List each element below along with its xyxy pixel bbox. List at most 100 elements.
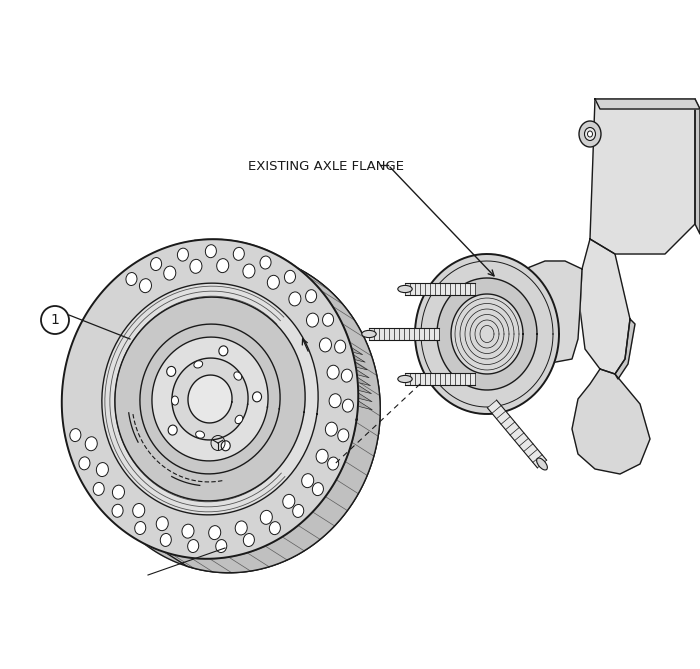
Polygon shape: [349, 372, 370, 385]
Ellipse shape: [113, 485, 125, 499]
Polygon shape: [405, 373, 475, 385]
Ellipse shape: [160, 533, 172, 547]
Ellipse shape: [244, 534, 254, 547]
Ellipse shape: [234, 372, 241, 380]
Ellipse shape: [342, 369, 352, 382]
Ellipse shape: [235, 521, 247, 535]
Polygon shape: [343, 348, 365, 362]
Ellipse shape: [194, 361, 203, 368]
Polygon shape: [350, 388, 372, 401]
Ellipse shape: [156, 516, 168, 531]
Ellipse shape: [70, 429, 81, 442]
Ellipse shape: [587, 131, 592, 137]
Ellipse shape: [168, 425, 177, 435]
Polygon shape: [615, 319, 635, 379]
Polygon shape: [590, 99, 695, 254]
Ellipse shape: [327, 365, 339, 379]
Ellipse shape: [306, 290, 316, 302]
Ellipse shape: [172, 396, 178, 405]
Polygon shape: [580, 239, 630, 374]
Ellipse shape: [537, 458, 547, 470]
Ellipse shape: [177, 248, 188, 261]
Ellipse shape: [260, 510, 272, 524]
Ellipse shape: [253, 392, 262, 402]
Ellipse shape: [133, 504, 145, 517]
Ellipse shape: [270, 522, 281, 535]
Ellipse shape: [260, 256, 271, 269]
Ellipse shape: [584, 128, 596, 140]
Ellipse shape: [302, 474, 314, 488]
Polygon shape: [84, 254, 380, 573]
Ellipse shape: [112, 504, 123, 517]
Ellipse shape: [284, 270, 295, 283]
Text: EXISTING AXLE FLANGE: EXISTING AXLE FLANGE: [248, 160, 404, 173]
Ellipse shape: [221, 441, 230, 451]
Circle shape: [41, 306, 69, 334]
Ellipse shape: [167, 367, 176, 377]
Polygon shape: [172, 358, 248, 440]
Ellipse shape: [398, 375, 412, 383]
Ellipse shape: [134, 522, 146, 535]
Ellipse shape: [362, 330, 376, 338]
Ellipse shape: [316, 450, 328, 463]
Polygon shape: [102, 283, 318, 515]
Polygon shape: [152, 337, 268, 461]
Ellipse shape: [216, 540, 227, 553]
Polygon shape: [405, 283, 475, 295]
Ellipse shape: [233, 248, 244, 260]
Ellipse shape: [326, 422, 337, 436]
Ellipse shape: [312, 482, 323, 496]
Ellipse shape: [188, 540, 199, 553]
Polygon shape: [369, 328, 439, 340]
Polygon shape: [347, 364, 369, 378]
Ellipse shape: [579, 121, 601, 147]
Ellipse shape: [219, 346, 228, 356]
Polygon shape: [415, 254, 559, 414]
Ellipse shape: [329, 394, 341, 407]
Text: 1: 1: [50, 313, 60, 327]
Ellipse shape: [182, 524, 194, 538]
Ellipse shape: [190, 260, 202, 274]
Ellipse shape: [283, 494, 295, 508]
Ellipse shape: [85, 437, 97, 451]
Ellipse shape: [150, 258, 162, 270]
Ellipse shape: [338, 429, 349, 442]
Ellipse shape: [139, 279, 151, 292]
Polygon shape: [345, 356, 368, 370]
Polygon shape: [165, 240, 380, 573]
Ellipse shape: [307, 313, 319, 327]
Polygon shape: [140, 324, 280, 474]
Polygon shape: [437, 278, 537, 390]
Polygon shape: [349, 379, 372, 393]
Polygon shape: [115, 297, 305, 501]
Ellipse shape: [79, 457, 90, 470]
Polygon shape: [487, 400, 547, 468]
Ellipse shape: [93, 482, 104, 495]
Ellipse shape: [293, 504, 304, 517]
Polygon shape: [62, 240, 358, 559]
Ellipse shape: [342, 399, 354, 412]
Polygon shape: [595, 99, 700, 109]
Polygon shape: [572, 369, 650, 474]
Ellipse shape: [205, 245, 216, 258]
Ellipse shape: [243, 264, 255, 278]
Ellipse shape: [319, 338, 332, 352]
Polygon shape: [350, 396, 372, 410]
Ellipse shape: [195, 431, 204, 438]
Ellipse shape: [164, 266, 176, 280]
Polygon shape: [188, 375, 232, 423]
Ellipse shape: [323, 313, 334, 326]
Ellipse shape: [335, 340, 346, 353]
Ellipse shape: [97, 462, 108, 476]
Polygon shape: [451, 294, 523, 374]
Ellipse shape: [209, 526, 220, 540]
Ellipse shape: [235, 415, 243, 423]
Ellipse shape: [328, 457, 339, 470]
Polygon shape: [505, 261, 582, 364]
Ellipse shape: [267, 276, 279, 289]
Polygon shape: [695, 99, 700, 234]
Ellipse shape: [398, 286, 412, 292]
Ellipse shape: [289, 292, 301, 306]
Ellipse shape: [126, 272, 137, 286]
Polygon shape: [341, 341, 363, 355]
